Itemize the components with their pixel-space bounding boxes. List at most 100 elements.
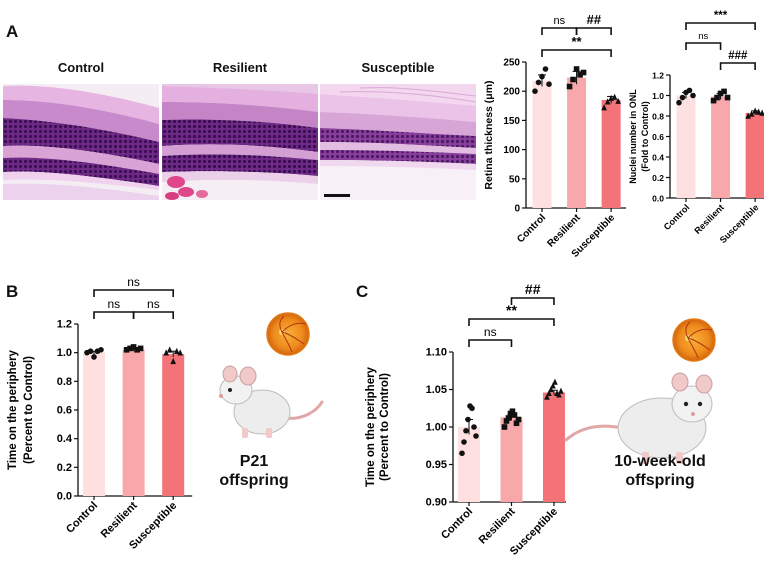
category-label: Resilient — [692, 202, 726, 236]
significance-label: ** — [506, 302, 517, 318]
data-point — [463, 427, 469, 434]
y-axis-label-2: (Percent to Control) — [379, 373, 391, 481]
chart-retina-thickness: 0 50 100 150 200 250 Retina thickness (μm) Cont… — [483, 12, 626, 260]
data-point — [509, 408, 516, 415]
data-point — [134, 347, 140, 353]
data-point — [87, 348, 94, 355]
data-point — [511, 412, 518, 418]
significance-bracket — [541, 49, 612, 57]
label-adult-line1: 10-week-old — [614, 453, 706, 470]
y-tick-label: 0.8 — [57, 376, 72, 388]
data-point — [505, 415, 512, 421]
chart-adult-periphery: 0.90 0.95 1.00 1.05 1.10 Time on the peripher… — [365, 281, 566, 558]
data-point — [615, 97, 621, 104]
data-point — [166, 346, 173, 353]
data-point — [130, 344, 137, 350]
histology-image-susceptible — [320, 84, 476, 200]
significance-label: ns — [107, 297, 120, 311]
y-tick-label: 50 — [509, 174, 521, 185]
y-tick-label: 1.05 — [426, 384, 447, 396]
eye-retina-icon — [266, 312, 310, 356]
significance-label: ## — [587, 12, 602, 27]
data-point — [717, 90, 724, 97]
significance-label: ### — [728, 50, 748, 62]
y-axis-label: Time on the periphery — [7, 349, 19, 470]
data-point — [546, 81, 552, 87]
data-point — [679, 94, 686, 101]
y-tick-label: 0.2 — [57, 462, 72, 474]
mouse-p21-icon — [219, 365, 324, 438]
image-title-resilient: Resilient — [212, 60, 268, 75]
data-point — [556, 391, 562, 398]
data-point — [501, 424, 508, 430]
data-point — [461, 439, 467, 445]
label-p21-offspring: P21 offspring — [212, 452, 296, 490]
y-tick-label: 0.0 — [57, 491, 72, 503]
y-tick-label: 1.0 — [57, 347, 72, 359]
significance-label: ## — [525, 281, 541, 297]
data-point — [123, 347, 130, 353]
data-point — [604, 98, 611, 105]
data-point — [513, 420, 520, 427]
data-point — [473, 433, 479, 439]
data-point — [469, 405, 475, 412]
y-tick-label: 1.10 — [426, 347, 447, 359]
significance-bracket — [93, 289, 174, 297]
data-point — [566, 83, 573, 90]
y-axis-label-2: (Percent to Control) — [23, 356, 35, 464]
significance-bracket — [719, 62, 756, 70]
data-point — [170, 357, 176, 365]
category-label: Control — [662, 202, 692, 232]
bar-control — [83, 352, 105, 496]
significance-bracket — [685, 42, 722, 50]
data-point — [532, 88, 538, 94]
data-point — [465, 416, 471, 423]
data-point — [542, 66, 549, 72]
data-point — [503, 418, 510, 424]
data-point — [558, 387, 564, 394]
bar-susceptible — [542, 392, 565, 502]
label-adult-offspring: 10-week-old offspring — [600, 452, 720, 490]
data-point — [690, 92, 696, 99]
label-p21-line2: offspring — [219, 472, 289, 489]
significance-label: *** — [714, 10, 728, 22]
data-point — [755, 108, 762, 115]
y-tick-label: 1.00 — [426, 422, 447, 434]
significance-bracket — [685, 22, 756, 30]
significance-bracket — [468, 318, 555, 326]
panel-letter-b: B — [6, 282, 19, 301]
data-point — [91, 354, 97, 360]
significance-bracket — [510, 297, 555, 305]
bar-resilient — [122, 349, 145, 496]
panel-letter-a: A — [6, 22, 19, 41]
data-point — [471, 424, 477, 430]
data-point — [580, 69, 587, 76]
significance-label: ns — [553, 15, 565, 27]
significance-bracket — [468, 339, 513, 347]
y-tick-label: 0.4 — [57, 433, 73, 445]
y-tick-label: 250 — [503, 58, 520, 69]
y-tick-label: 0.2 — [652, 173, 664, 183]
data-point — [539, 73, 545, 80]
bar-resilient — [567, 77, 587, 208]
histology-image-resilient — [162, 84, 318, 200]
significance-label: ns — [147, 297, 160, 311]
data-point — [570, 76, 576, 83]
y-axis-label: Time on the periphery — [365, 366, 377, 487]
scale-bar — [324, 194, 350, 197]
data-point — [550, 382, 556, 389]
y-tick-label: 1.2 — [652, 71, 664, 81]
y-tick-label: 0.4 — [652, 153, 664, 163]
data-point — [748, 110, 755, 117]
data-point — [552, 378, 558, 385]
data-point — [714, 94, 720, 101]
mouse-adult-icon — [564, 372, 713, 464]
y-tick-label: 100 — [503, 145, 520, 156]
eye-retina-icon-adult — [672, 318, 716, 362]
chart-onl-nuclei: 0.0 0.2 0.4 0.6 0.8 1.0 1.2 Nuclei number in ON… — [628, 10, 764, 245]
data-point — [535, 79, 542, 86]
data-point — [611, 93, 618, 100]
bar-susceptible — [162, 354, 185, 496]
bar-resilient — [711, 96, 731, 198]
y-tick-label: 1.2 — [57, 319, 72, 331]
